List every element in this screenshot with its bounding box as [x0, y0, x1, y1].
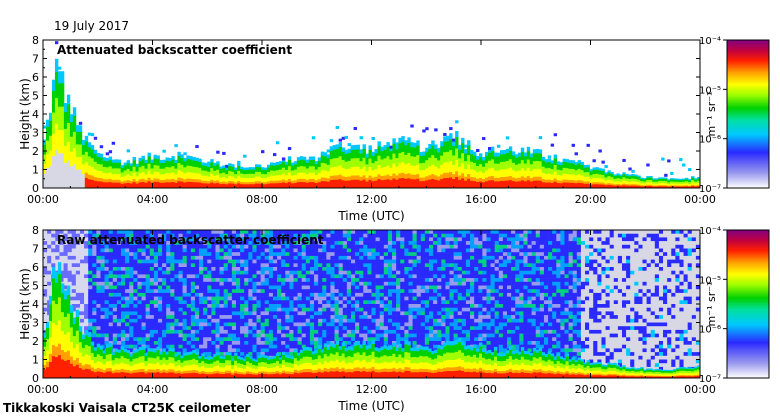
x-tick-label: 16:00 — [465, 383, 497, 396]
x-tick-label: 20:00 — [575, 193, 607, 206]
x-axis-label: Time (UTC) — [337, 209, 404, 223]
x-tick-label: 12:00 — [356, 193, 388, 206]
panel-1: 0 1 2 3 4 5 6 7 8 00:00 04:00 08:00 12:00 16:00 20:00 0… — [18, 34, 770, 223]
y-tick-label: 3 — [32, 127, 39, 140]
y-tick-label: 6 — [32, 261, 39, 274]
y-tick-label: 6 — [32, 71, 39, 84]
date-label: 19 July 2017 — [54, 19, 130, 33]
colorbar-tick-label: 10⁻⁶ — [699, 135, 721, 146]
colorbar-scale — [726, 229, 770, 379]
y-tick-label: 7 — [32, 53, 39, 66]
y-tick-label: 4 — [32, 298, 39, 311]
colorbar-tick-label: 10⁻⁷ — [699, 374, 721, 385]
instrument-footer: Tikkakoski Vaisala CT25K ceilometer — [3, 401, 251, 415]
panel-2: 0 1 2 3 4 5 6 7 8 00:00 04:00 08:00 12:00 16:00 20:00 0… — [18, 224, 770, 413]
y-tick-label: 2 — [32, 145, 39, 158]
y-tick-label: 8 — [32, 224, 39, 237]
y-axis-label: Height (km) — [18, 78, 32, 149]
y-tick-label: 7 — [32, 243, 39, 256]
x-tick-label: 04:00 — [137, 383, 169, 396]
colorbar-tick-label: 10⁻⁴ — [699, 36, 721, 47]
x-tick-label: 12:00 — [356, 383, 388, 396]
colorbar-unit-label: m⁻¹ sr⁻¹ — [705, 282, 718, 327]
y-tick-label: 0 — [32, 182, 39, 195]
x-tick-label: 00:00 — [27, 383, 59, 396]
x-tick-label: 04:00 — [137, 193, 169, 206]
colorbar: 10⁻⁷ 10⁻⁶ 10⁻⁵ 10⁻⁴ m⁻¹ sr⁻¹ — [699, 226, 770, 385]
x-tick-label: 08:00 — [246, 193, 278, 206]
y-tick-label: 3 — [32, 317, 39, 330]
colorbar-tick-label: 10⁻⁷ — [699, 184, 721, 195]
x-tick-label: 00:00 — [684, 193, 716, 206]
panel-title: Raw attenuated backscatter coefficient — [57, 233, 324, 247]
y-tick-label: 1 — [32, 354, 39, 367]
colorbar-tick-label: 10⁻⁴ — [699, 226, 721, 237]
y-axis-label: Height (km) — [18, 268, 32, 339]
y-tick-label: 8 — [32, 34, 39, 47]
colorbar-tick-label: 10⁻⁵ — [699, 275, 721, 286]
colorbar-tick-label: 10⁻⁵ — [699, 85, 721, 96]
y-tick-label: 5 — [32, 280, 39, 293]
x-tick-label: 20:00 — [575, 383, 607, 396]
backscatter-field — [43, 230, 701, 379]
colorbar-unit-label: m⁻¹ sr⁻¹ — [705, 92, 718, 137]
x-tick-label: 08:00 — [246, 383, 278, 396]
y-tick-label: 4 — [32, 108, 39, 121]
x-tick-label: 16:00 — [465, 193, 497, 206]
colorbar-tick-label: 10⁻⁶ — [699, 325, 721, 336]
y-tick-label: 1 — [32, 164, 39, 177]
colorbar: 10⁻⁷ 10⁻⁶ 10⁻⁵ 10⁻⁴ m⁻¹ sr⁻¹ — [699, 36, 770, 195]
backscatter-field — [43, 41, 701, 189]
y-tick-label: 2 — [32, 335, 39, 348]
y-tick-label: 5 — [32, 90, 39, 103]
x-tick-label: 00:00 — [27, 193, 59, 206]
y-tick-label: 0 — [32, 372, 39, 385]
colorbar-scale — [726, 39, 770, 189]
x-tick-label: 00:00 — [684, 383, 716, 396]
x-axis-label: Time (UTC) — [337, 399, 404, 413]
panel-title: Attenuated backscatter coefficient — [57, 43, 292, 57]
